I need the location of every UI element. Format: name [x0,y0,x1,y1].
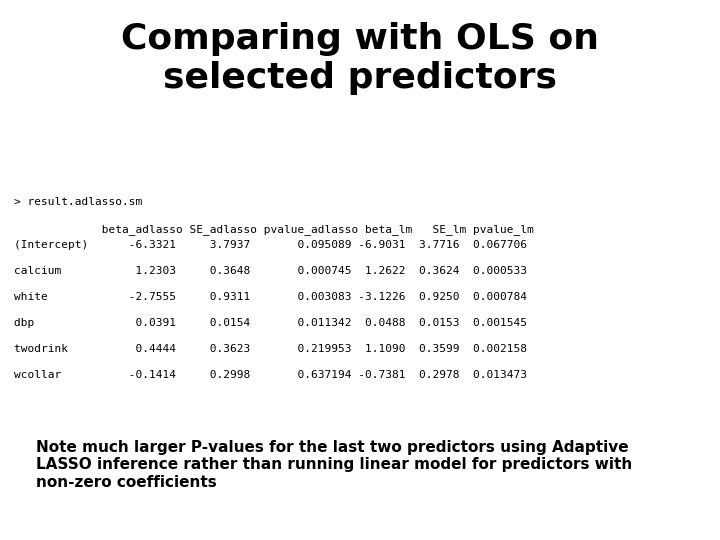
Text: Note much larger P-values for the last two predictors using Adaptive
LASSO infer: Note much larger P-values for the last t… [36,440,632,490]
Text: white            -2.7555     0.9311       0.003083 -3.1226  0.9250  0.000784: white -2.7555 0.9311 0.003083 -3.1226 0.… [14,292,527,302]
Text: twodrink          0.4444     0.3623       0.219953  1.1090  0.3599  0.002158: twodrink 0.4444 0.3623 0.219953 1.1090 0… [14,344,527,354]
Text: wcollar          -0.1414     0.2998       0.637194 -0.7381  0.2978  0.013473: wcollar -0.1414 0.2998 0.637194 -0.7381 … [14,370,527,380]
Text: calcium           1.2303     0.3648       0.000745  1.2622  0.3624  0.000533: calcium 1.2303 0.3648 0.000745 1.2622 0.… [14,266,527,276]
Text: > result.adlasso.sm: > result.adlasso.sm [14,197,143,207]
Text: (Intercept)      -6.3321     3.7937       0.095089 -6.9031  3.7716  0.067706: (Intercept) -6.3321 3.7937 0.095089 -6.9… [14,240,527,251]
Text: dbp               0.0391     0.0154       0.011342  0.0488  0.0153  0.001545: dbp 0.0391 0.0154 0.011342 0.0488 0.0153… [14,318,527,328]
Text: Comparing with OLS on
selected predictors: Comparing with OLS on selected predictor… [121,22,599,95]
Text: beta_adlasso SE_adlasso pvalue_adlasso beta_lm   SE_lm pvalue_lm: beta_adlasso SE_adlasso pvalue_adlasso b… [14,224,534,235]
